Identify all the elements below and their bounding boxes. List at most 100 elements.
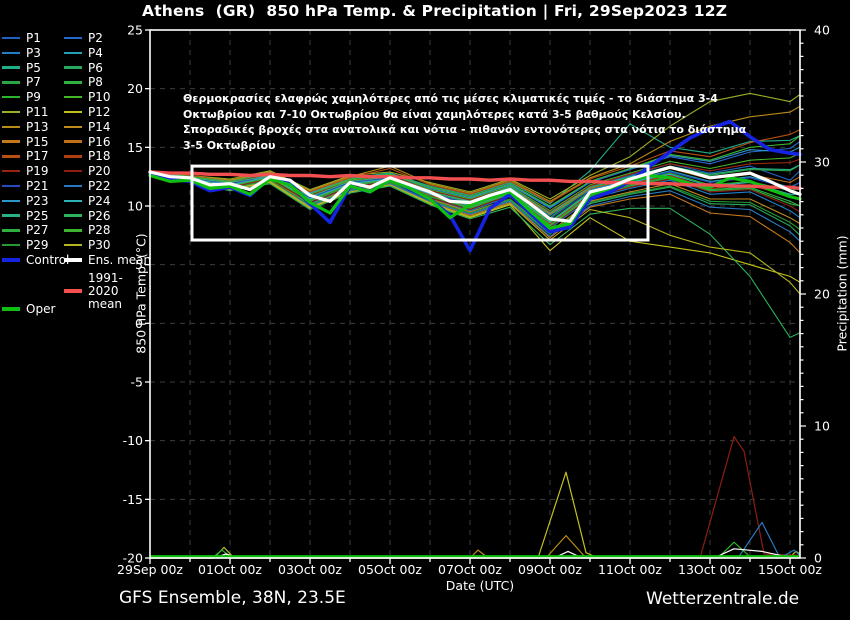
- highlight-box: [190, 164, 650, 242]
- legend-item-p12: P12: [64, 105, 111, 119]
- annotation-line: Θερμοκρασίες ελαφρώς χαμηλότερες από τις…: [183, 92, 718, 105]
- climate-mean-line: [148, 170, 802, 191]
- annotation-line: Σποραδικές βροχές στα ανατολικά και νότι…: [183, 123, 747, 136]
- legend-label: P20: [88, 164, 111, 179]
- legend-item-p18: P18: [64, 149, 111, 163]
- legend-label: P17: [26, 149, 49, 164]
- legend-label: P30: [88, 238, 111, 253]
- legend-label: P23: [26, 193, 49, 208]
- legend-swatch: [2, 81, 20, 84]
- precip-line-ensmean: [150, 548, 801, 559]
- legend-swatch: [64, 140, 82, 143]
- x-tick-label: 07Oct 00z: [438, 562, 502, 577]
- legend-swatch: [64, 169, 82, 173]
- forecast-annotation: Θερμοκρασίες ελαφρώς χαμηλότερες από τις…: [183, 91, 746, 153]
- y-left-tick-label: 0: [135, 316, 143, 331]
- legend-label: P3: [26, 45, 41, 60]
- legend-item-p25: P25: [2, 209, 49, 223]
- legend-item-ens-mean: Ens. mean: [64, 253, 151, 267]
- y-left-tick-label: 20: [127, 81, 143, 96]
- y-right-tick-label: 0: [814, 551, 822, 566]
- legend-swatch: [64, 95, 82, 99]
- legend-item-p24: P24: [64, 194, 111, 208]
- legend-item-p4: P4: [64, 46, 103, 60]
- legend-swatch: [64, 110, 82, 114]
- legend-item-p8: P8: [64, 75, 103, 89]
- x-tick-label: 01Oct 00z: [198, 562, 262, 577]
- legend-item-p13: P13: [2, 120, 49, 134]
- legend-swatch: [2, 66, 20, 69]
- precip-line-p13: [150, 534, 800, 559]
- legend-swatch: [2, 155, 20, 158]
- annotation-line: 3-5 Οκτωβρίου: [183, 138, 276, 152]
- legend-item-p5: P5: [2, 61, 41, 75]
- legend-label: P6: [88, 60, 103, 75]
- legend-item-clim-mean: 1991-2020 mean: [64, 271, 138, 310]
- legend-item-p7: P7: [2, 75, 41, 89]
- precip-line-p12: [150, 471, 801, 559]
- legend-item-control: Control: [2, 253, 69, 267]
- legend-label: P29: [26, 238, 49, 253]
- legend-label: P12: [88, 105, 111, 119]
- legend-item-p29: P29: [2, 238, 49, 252]
- legend-label: P8: [88, 75, 103, 90]
- legend-swatch: [64, 51, 82, 55]
- legend-item-p16: P16: [64, 135, 111, 149]
- legend-item-oper: Oper: [2, 302, 55, 316]
- legend-swatch: [2, 110, 20, 114]
- legend-swatch: [64, 199, 82, 203]
- legend-label: P25: [26, 208, 49, 223]
- legend-swatch: [2, 184, 20, 188]
- y-left-tick-label: -5: [131, 375, 143, 390]
- legend-label: P27: [26, 223, 49, 238]
- y-left-tick-label: 10: [127, 199, 143, 214]
- legend-swatch: [64, 66, 82, 69]
- legend-label: P7: [26, 75, 41, 90]
- y-left-tick-label: 5: [135, 257, 143, 272]
- x-tick-label: 09Oct 00z: [518, 562, 582, 577]
- legend-swatch: [2, 51, 20, 55]
- legend-swatch: [64, 289, 82, 293]
- legend-item-p27: P27: [2, 223, 49, 237]
- legend-label: P13: [26, 119, 49, 134]
- y-axis-label-precipitation: Precipitation (mm): [834, 235, 850, 352]
- x-axis-label: Date (UTC): [445, 578, 515, 593]
- legend-label: Oper: [26, 302, 56, 316]
- legend-item-p28: P28: [64, 223, 111, 237]
- legend-swatch: [2, 169, 20, 173]
- precip-line-p20: [150, 436, 801, 559]
- legend-item-p14: P14: [64, 120, 111, 134]
- legend-label: P24: [88, 193, 111, 208]
- legend-swatch: [2, 140, 20, 143]
- legend-swatch: [2, 214, 20, 217]
- legend-label: P28: [88, 223, 111, 238]
- legend-swatch: [2, 95, 20, 99]
- legend-item-p22: P22: [64, 179, 111, 193]
- x-tick-label: 03Oct 00z: [278, 562, 342, 577]
- ensemble-line-p11: [149, 92, 801, 200]
- legend-item-p9: P9: [2, 90, 41, 104]
- legend-label: P22: [88, 179, 111, 193]
- legend-label: P2: [88, 31, 103, 45]
- annotation-line: Οκτωβρίου και 7-10 Οκτωβρίου θα είναι χα…: [183, 107, 686, 121]
- legend-swatch: [2, 258, 20, 262]
- legend-item-p1: P1: [2, 31, 41, 45]
- legend-label: P14: [88, 119, 111, 134]
- legend-swatch: [64, 155, 82, 158]
- legend-label: P26: [88, 208, 111, 223]
- legend-swatch: [64, 125, 82, 129]
- legend-swatch: [2, 307, 20, 311]
- legend-label: P9: [26, 90, 41, 105]
- legend-swatch: [64, 214, 82, 217]
- legend-item-p23: P23: [2, 194, 49, 208]
- y-left-tick-label: -10: [123, 433, 143, 448]
- legend-item-p2: P2: [64, 31, 103, 45]
- legend-label: Control: [26, 253, 70, 267]
- legend-label: P18: [88, 149, 111, 164]
- y-right-tick-label: 40: [814, 23, 830, 38]
- legend-swatch: [64, 243, 82, 247]
- legend-item-p15: P15: [2, 135, 49, 149]
- legend-swatch: [64, 81, 82, 84]
- legend-label: P15: [26, 134, 49, 149]
